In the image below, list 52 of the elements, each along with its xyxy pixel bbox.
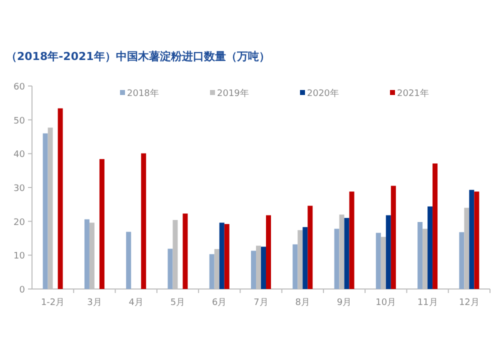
y-tick-label: 40 [14,150,26,160]
bar [261,246,266,289]
x-tick-label: 9月 [336,298,352,308]
bar [432,163,438,289]
bar [84,219,90,289]
bar [334,228,340,289]
bar [42,133,48,289]
bar [58,108,63,289]
bar [182,214,188,289]
bar [469,190,474,289]
chart-title: （2018年-2021年）中国木薯淀粉进口数量（万吨） [6,50,270,63]
y-tick-label: 0 [19,286,26,296]
bar [474,192,480,289]
x-tick-label: 7月 [254,298,268,308]
y-tick-label: 20 [14,218,26,228]
bar [141,153,146,289]
bar [349,192,354,289]
bar [390,186,396,289]
bar [168,248,173,289]
y-tick-label: 10 [14,252,26,262]
legend-label: 2019年 [217,88,249,99]
x-tick-label: 12月 [458,298,480,308]
y-tick-label: 50 [14,116,26,126]
bar [126,232,132,289]
x-tick-label: 10月 [376,298,396,308]
legend-label: 2018年 [127,88,159,99]
x-tick-label: 8月 [295,298,310,308]
x-tick-label: 1-2月 [40,298,65,308]
bar [219,222,224,289]
bar [428,206,433,289]
bar [209,254,214,289]
y-tick-label: 60 [14,82,26,92]
bar [302,227,308,289]
x-tick-label: 4月 [128,298,144,308]
y-tick-label: 30 [14,184,26,194]
bar [292,244,298,289]
x-tick-label: 6月 [212,298,227,308]
bar [224,224,230,289]
bar [308,206,313,289]
bar [251,250,256,289]
bar [459,232,464,289]
x-tick-label: 3月 [87,298,102,308]
x-tick-label: 5月 [170,298,186,308]
bar [418,222,423,289]
bar [376,232,381,289]
bar [266,215,271,289]
bar [386,215,391,289]
bar [344,218,350,289]
bar [99,159,104,289]
legend-label: 2021年 [397,88,429,99]
legend-label: 2020年 [307,88,339,99]
x-tick-label: 11月 [417,298,438,308]
